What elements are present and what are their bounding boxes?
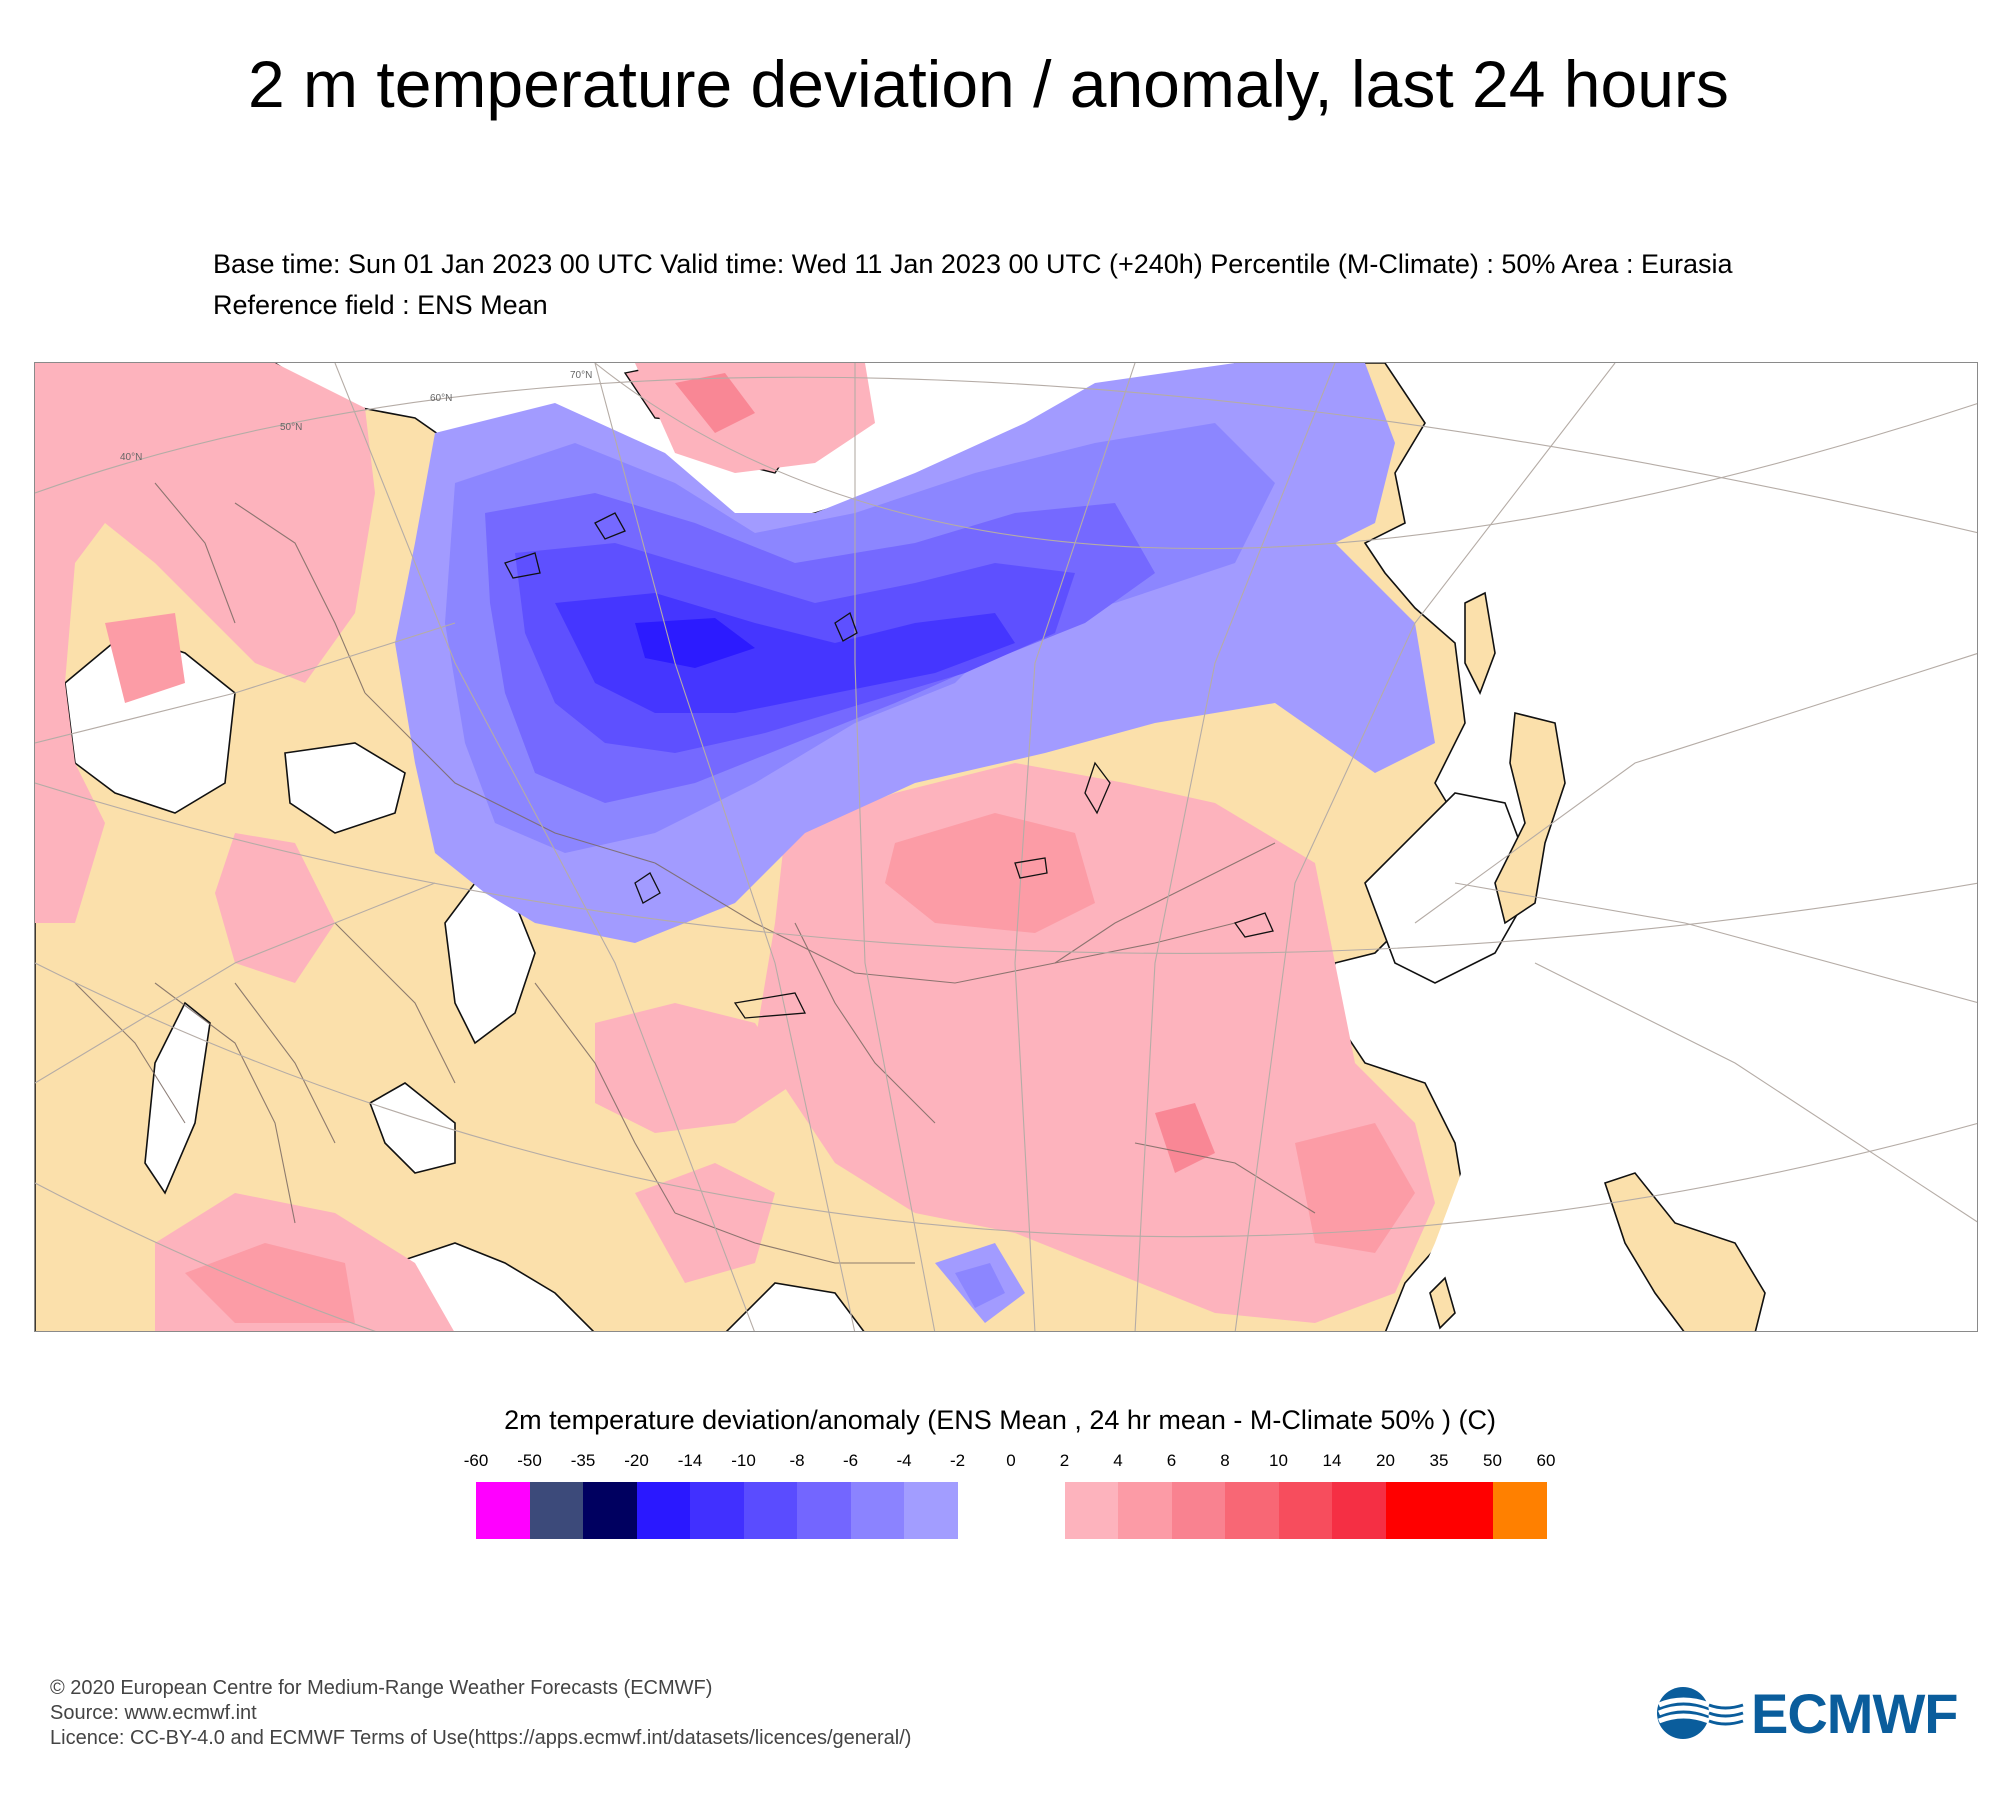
graticule-label-70n: 70°N <box>570 370 592 381</box>
legend-tick: -35 <box>570 1451 596 1470</box>
sea-bengal <box>725 1282 865 1331</box>
legend-tick: 14 <box>1322 1451 1342 1470</box>
footer-licence: Licence: CC-BY-4.0 and ECMWF Terms of Us… <box>50 1727 912 1749</box>
legend-swatch <box>1332 1482 1386 1539</box>
negative-anomaly-layer <box>395 363 1435 1323</box>
legend-swatch <box>850 1482 905 1539</box>
land-philippines <box>1603 1172 1766 1331</box>
legend-tick: -20 <box>624 1451 649 1470</box>
graticule-label-60n: 60°N <box>430 393 452 404</box>
legend-swatch <box>529 1482 584 1539</box>
legend-tick: -60 <box>463 1451 489 1470</box>
map-canvas: 70°N 60°N 50°N 40°N <box>35 363 1977 1331</box>
legend-swatch <box>1492 1482 1547 1539</box>
legend-tick: -50 <box>517 1451 542 1470</box>
lakes-and-islands <box>504 512 1274 1019</box>
logo-text: ECMWF <box>1751 1681 1959 1745</box>
legend-swatch <box>690 1482 744 1539</box>
legend-swatch <box>1278 1482 1333 1539</box>
legend-swatch <box>957 1482 1012 1539</box>
legend-tick: 20 <box>1376 1451 1395 1470</box>
footer-copyright: © 2020 European Centre for Medium-Range … <box>50 1677 713 1699</box>
legend-tick: 35 <box>1429 1451 1449 1470</box>
land-sakhalin <box>1464 591 1496 695</box>
legend-tick: -8 <box>789 1451 805 1470</box>
sea-red <box>144 1001 211 1195</box>
legend-swatch <box>1225 1482 1279 1539</box>
legend-swatch <box>636 1482 691 1539</box>
sea-black <box>284 742 406 834</box>
legend-tick: 6 <box>1166 1451 1177 1470</box>
forecast-metadata: Base time: Sun 01 Jan 2023 00 UTC Valid … <box>213 249 1733 320</box>
legend-swatch <box>583 1482 637 1539</box>
legend-swatch <box>1011 1482 1065 1539</box>
legend-swatch <box>476 1482 530 1539</box>
graticule-label-40n: 40°N <box>120 452 142 463</box>
legend-tick: 8 <box>1220 1451 1230 1470</box>
legend-tick: -10 <box>731 1451 756 1470</box>
legend-tick: -2 <box>949 1451 966 1470</box>
legend-swatch <box>1171 1482 1226 1539</box>
legend-tick: 50 <box>1483 1451 1502 1470</box>
legend-title: 2m temperature deviation/anomaly (ENS Me… <box>504 1405 1496 1435</box>
legend-tick: 2 <box>1059 1451 1070 1470</box>
page-title: 2 m temperature deviation / anomaly, las… <box>248 47 1729 121</box>
legend-tick: 4 <box>1113 1451 1123 1470</box>
legend-swatch <box>1118 1482 1172 1539</box>
sea-japan <box>1364 792 1536 984</box>
legend-swatch <box>743 1482 798 1539</box>
anomaly-map: 70°N 60°N 50°N 40°N <box>34 362 1978 1332</box>
legend-tick: -4 <box>896 1451 912 1470</box>
ecmwf-waves-icon <box>1657 1687 1744 1739</box>
footer-source: Source: www.ecmwf.int <box>50 1702 257 1724</box>
graticule <box>35 363 1977 1331</box>
legend-swatch <box>797 1482 851 1539</box>
legend-swatch <box>904 1482 958 1539</box>
country-borders <box>74 482 1316 1264</box>
legend-tick: -6 <box>842 1451 859 1470</box>
legend-tick: 0 <box>1006 1451 1016 1470</box>
sea-gulf <box>369 1082 456 1174</box>
legend-swatch <box>1385 1482 1440 1539</box>
land-taiwan <box>1429 1276 1456 1330</box>
legend-tick: 60 <box>1536 1451 1556 1470</box>
legend-swatch <box>1439 1482 1493 1539</box>
footer: © 2020 European Centre for Medium-Range … <box>50 1676 911 1751</box>
legend-tick: 10 <box>1269 1451 1288 1470</box>
land-japan <box>1494 711 1566 925</box>
graticule-label-50n: 50°N <box>280 422 302 433</box>
ecmwf-logo: ECMWF <box>1655 1681 1965 1745</box>
legend-swatch <box>1064 1482 1119 1539</box>
pacific-ocean <box>1395 363 1977 1331</box>
legend-tick: -14 <box>677 1451 703 1470</box>
